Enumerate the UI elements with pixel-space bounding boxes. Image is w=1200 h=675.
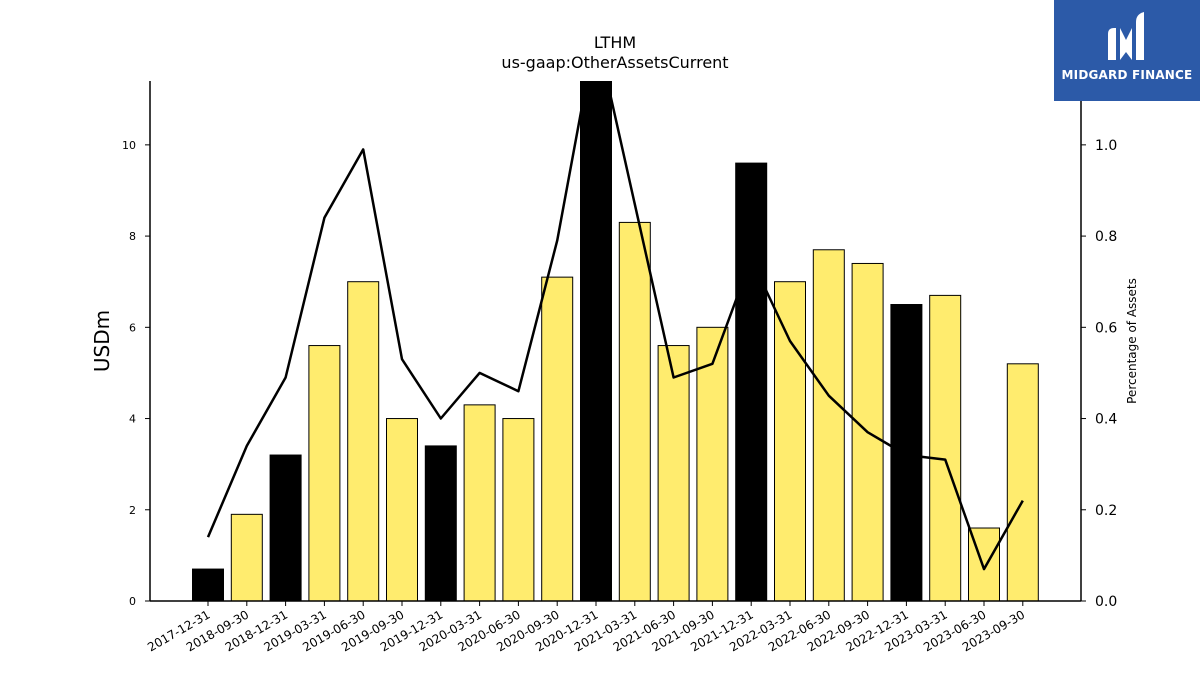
bar-2020-12-31 <box>580 81 612 601</box>
bar-2019-03-31 <box>308 345 341 601</box>
y2-tick-label: 0.6 <box>1095 320 1117 336</box>
bar-2021-12-31 <box>735 162 768 601</box>
y2-tick-label: 1.0 <box>1095 138 1117 154</box>
bar-2018-09-30 <box>230 513 263 601</box>
y2-tick-label: 0.0 <box>1095 594 1117 610</box>
y-tick-label: 0 <box>129 595 136 608</box>
bar-2020-09-30 <box>541 276 574 601</box>
bar-2023-09-30 <box>1006 363 1039 601</box>
y-tick-label: 2 <box>129 504 136 517</box>
bar-2019-12-31 <box>424 445 457 601</box>
line-series <box>206 81 1024 571</box>
bar-2021-09-30 <box>696 326 729 601</box>
bar-2021-03-31 <box>618 221 651 601</box>
y2-tick-label: 0.8 <box>1095 229 1117 245</box>
bar-2022-06-30 <box>812 249 845 601</box>
chart-subtitle: us-gaap:OtherAssetsCurrent <box>501 53 728 72</box>
y-tick-label: 4 <box>129 413 136 426</box>
midgard-logo-icon <box>1108 12 1144 60</box>
bar-2017-12-31 <box>192 568 224 601</box>
y-axis-label: USDm <box>90 310 114 372</box>
bar-2023-06-30 <box>968 527 1000 601</box>
y2-tick-label: 0.4 <box>1095 412 1117 428</box>
y-tick-label: 6 <box>129 321 136 334</box>
bar-2020-03-31 <box>463 404 496 601</box>
bar-2018-12-31 <box>269 454 302 601</box>
bar-2020-06-30 <box>502 418 535 601</box>
bar-series <box>192 81 1039 601</box>
logo-text: MIDGARD FINANCE <box>1061 68 1193 82</box>
bar-2022-12-31 <box>890 304 923 601</box>
percentage-line <box>206 81 1024 571</box>
y-tick-label: 8 <box>129 230 136 243</box>
y2-axis-label: Percentage of Assets <box>1125 278 1139 404</box>
chart-title: LTHM <box>594 33 636 52</box>
bar-2019-06-30 <box>347 281 380 601</box>
y-tick-label: 10 <box>122 139 136 152</box>
bar-2022-03-31 <box>774 281 806 601</box>
bar-2019-09-30 <box>386 418 418 601</box>
logo: MIDGARD FINANCE <box>1054 0 1200 101</box>
bar-2021-06-30 <box>657 345 690 601</box>
bar-2023-03-31 <box>929 294 962 601</box>
y2-tick-label: 0.2 <box>1095 503 1117 519</box>
